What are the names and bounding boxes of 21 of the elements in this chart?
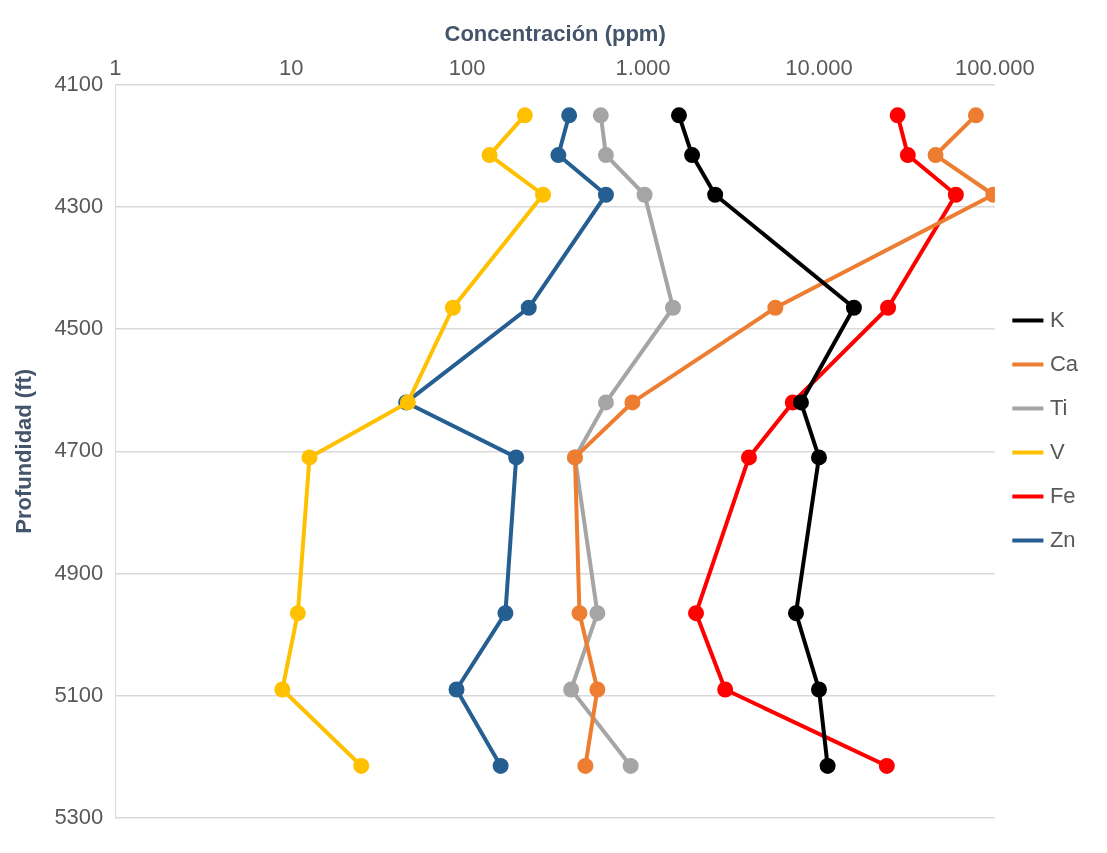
y-tick-label: 5300 [54,803,104,829]
legend-label: K [1049,306,1065,332]
x-tick-label: 10.000 [785,54,853,80]
y-tick-label: 4300 [54,193,104,219]
x-tick-label: 100 [448,54,486,80]
x-tick-label: 10 [279,54,304,80]
y-tick-label: 4900 [54,559,104,585]
x-axis-title: Concentración (ppm) [444,21,666,47]
x-tick-label: 1.000 [615,54,671,80]
legend-label: V [1049,438,1065,464]
legend-label: Fe [1049,482,1076,508]
y-tick-label: 4100 [54,70,104,96]
y-tick-label: 5100 [54,681,104,707]
legend-label: Ca [1049,350,1079,376]
y-axis-title: Profundidad (ft) [11,368,37,534]
x-tick-label: 1 [109,54,122,80]
x-tick-label: 100.000 [955,54,1035,80]
y-tick-label: 4500 [54,315,104,341]
y-tick-label: 4700 [54,437,104,463]
legend-label: Zn [1049,526,1076,552]
legend-label: Ti [1049,394,1068,420]
